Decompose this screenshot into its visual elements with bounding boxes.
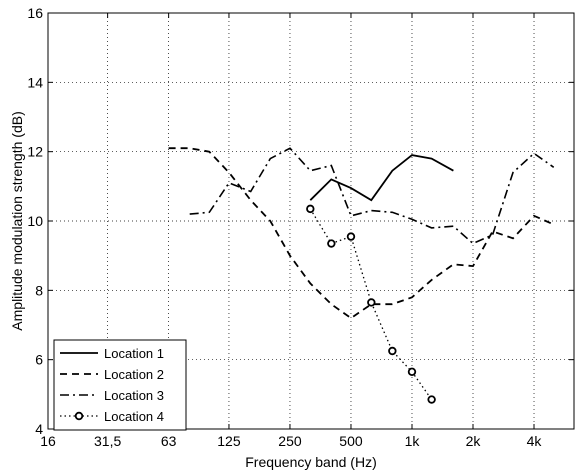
x-tick-label: 1k bbox=[405, 433, 421, 449]
x-tick-label: 500 bbox=[339, 433, 363, 449]
series-line-1 bbox=[309, 154, 454, 202]
y-tick-label: 10 bbox=[27, 213, 43, 229]
legend-marker bbox=[74, 411, 84, 421]
data-point bbox=[327, 239, 336, 248]
data-point bbox=[407, 367, 417, 376]
series-3 bbox=[189, 147, 555, 245]
x-tick-label: 125 bbox=[217, 433, 241, 449]
y-tick-label: 8 bbox=[35, 282, 43, 298]
x-tick-label: 31,5 bbox=[94, 433, 121, 449]
data-point bbox=[306, 204, 315, 214]
x-tick-label: 2k bbox=[466, 433, 482, 449]
data-point bbox=[367, 298, 376, 307]
y-tick-label: 4 bbox=[35, 421, 43, 437]
series-4 bbox=[306, 204, 436, 404]
legend-label-2: Location 2 bbox=[104, 367, 164, 382]
axis-ticks: 16 31,5 63 125 250 500 1k 2k 4k 4 6 8 10 12 14 16 bbox=[27, 5, 574, 449]
grid-lines bbox=[48, 13, 574, 429]
legend: Location 1 Location 2 Location 3 Location 4 bbox=[53, 339, 187, 431]
y-tick-label: 6 bbox=[35, 352, 43, 368]
data-point bbox=[346, 232, 356, 241]
x-tick-label: 63 bbox=[161, 433, 177, 449]
y-tick-label: 14 bbox=[27, 74, 43, 90]
x-tick-label: 16 bbox=[40, 433, 56, 449]
y-tick-label: 16 bbox=[27, 5, 43, 21]
data-point bbox=[427, 395, 436, 404]
y-tick-label: 12 bbox=[27, 144, 43, 160]
legend-label-3: Location 3 bbox=[104, 388, 164, 403]
series-group bbox=[168, 147, 555, 404]
x-tick-label: 4k bbox=[527, 433, 543, 449]
data-point bbox=[388, 346, 397, 356]
x-axis-label: Frequency band (Hz) bbox=[245, 454, 377, 470]
legend-label-1: Location 1 bbox=[104, 346, 164, 361]
x-tick-label: 250 bbox=[278, 433, 302, 449]
series-line-3 bbox=[189, 147, 555, 245]
series-1 bbox=[309, 154, 454, 202]
legend-label-4: Location 4 bbox=[104, 409, 164, 424]
y-axis-label: Amplitude modulation strength (dB) bbox=[9, 111, 25, 330]
